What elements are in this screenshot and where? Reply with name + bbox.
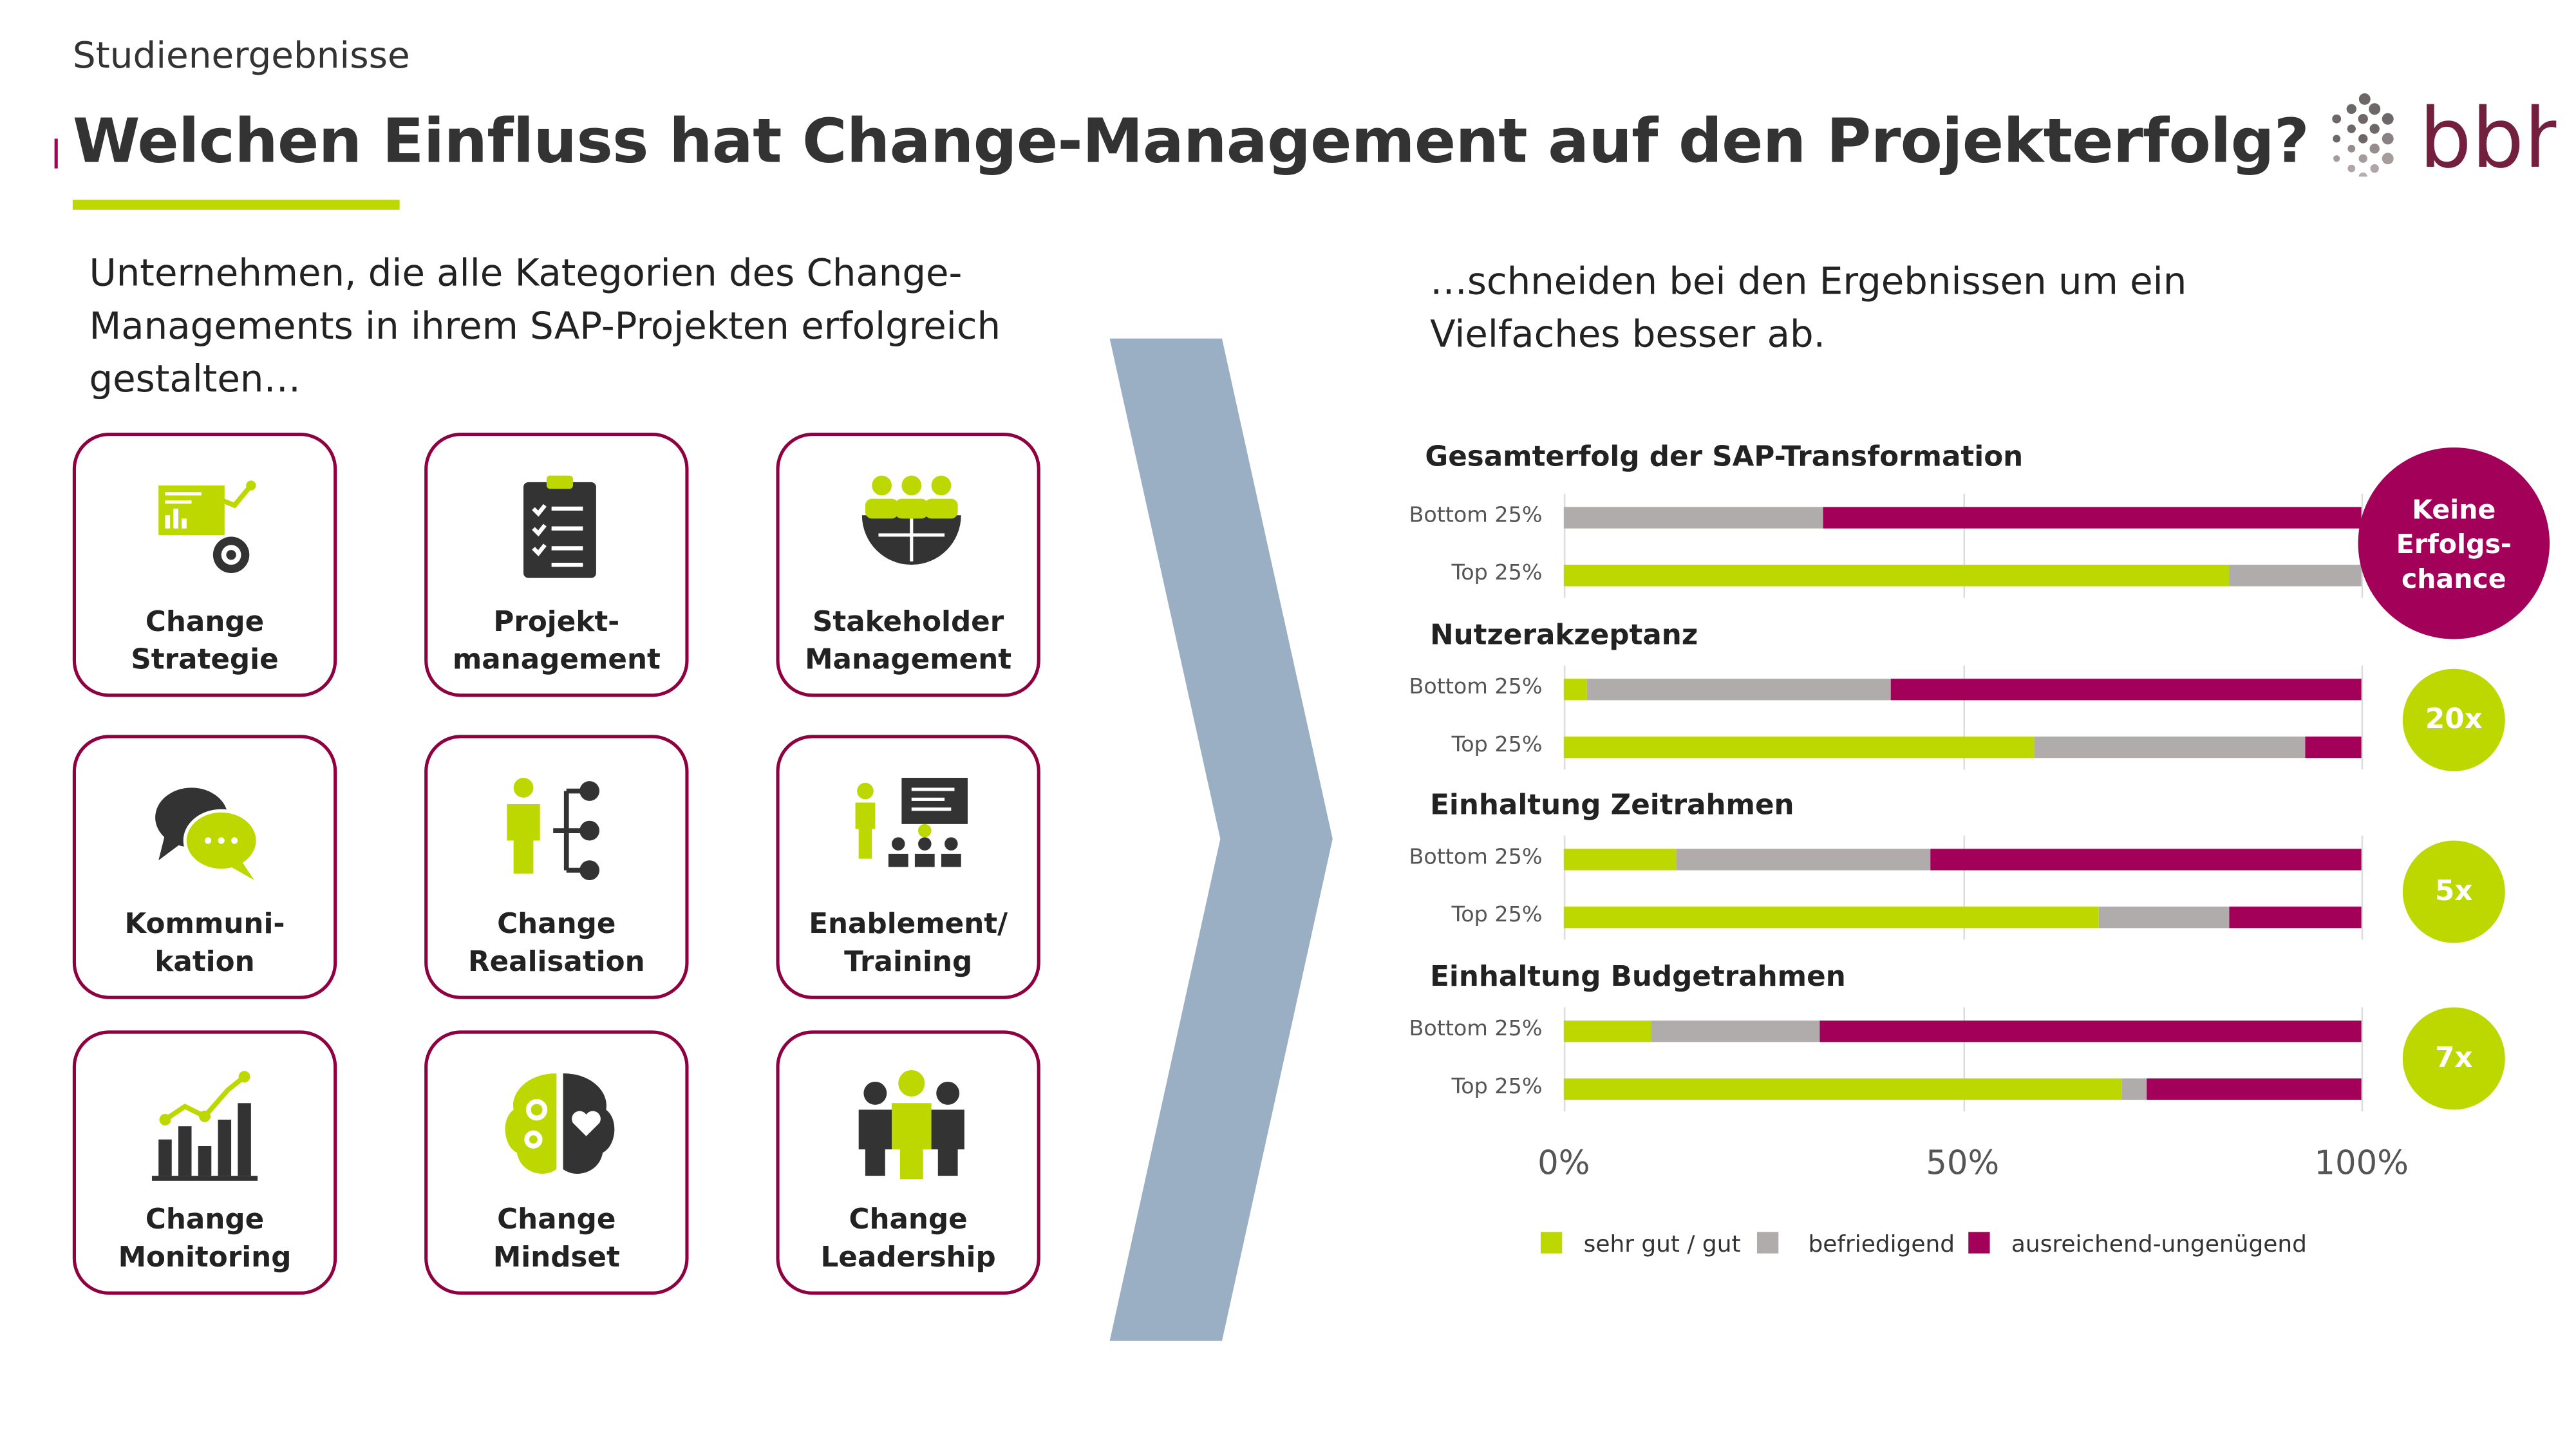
legend-label: befriedigend	[1808, 1232, 1955, 1259]
no-success-badge: Keine Erfolgs-chance	[2358, 447, 2550, 639]
bar-segment-good	[1563, 736, 2035, 758]
bar-segment-satisfactory	[1588, 679, 1891, 701]
right-intro: …schneiden bei den Ergebnissen um ein Vi…	[1430, 261, 2187, 357]
left-intro: Unternehmen, die alle Kategorien des Cha…	[89, 252, 1001, 402]
card-label: Change Mindset	[493, 1203, 620, 1276]
bar-segment-poor	[2146, 1078, 2362, 1100]
category-card: Change Leadership	[776, 1030, 1040, 1295]
title-underline	[72, 200, 400, 210]
group-title: Einhaltung Zeitrahmen	[1430, 789, 1794, 823]
gridline	[1962, 665, 1964, 770]
kicker: Studienergebnisse	[72, 36, 410, 78]
card-label: Change Leadership	[820, 1203, 996, 1276]
legend-swatch	[1540, 1232, 1563, 1254]
factor-badge: 20x	[2402, 668, 2505, 771]
team-leader-icon	[858, 1069, 964, 1180]
card-label: Enablement/ Training	[809, 908, 1008, 979]
bar-segment-satisfactory	[2122, 1078, 2147, 1100]
bar-segment-poor	[1930, 849, 2362, 871]
category-card: Enablement/ Training	[776, 735, 1040, 999]
speech-bubbles-icon	[155, 787, 259, 881]
bar-segment-poor	[2230, 907, 2362, 928]
bar-segment-satisfactory	[1651, 1021, 1819, 1042]
gridline	[2361, 835, 2364, 940]
row-label: Top 25%	[1451, 903, 1543, 928]
gridline	[1563, 1007, 1566, 1112]
gridline	[1962, 1007, 1964, 1112]
x-tick-label: 50%	[1926, 1142, 2000, 1183]
card-label: Change Strategie	[131, 606, 279, 677]
bar-segment-good	[1563, 1078, 2123, 1100]
gridline	[2361, 665, 2364, 770]
category-card: Stakeholder Management	[776, 432, 1040, 697]
bar-segment-poor	[2305, 736, 2362, 758]
bar-segment-good	[1563, 907, 2098, 928]
card-label: Change Monitoring	[118, 1203, 292, 1276]
badge-text: Keine Erfolgs-chance	[2396, 493, 2512, 594]
group-title: Nutzerakzeptanz	[1430, 619, 1698, 653]
page-title: Welchen Einfluss hat Change-Management a…	[72, 106, 2309, 177]
gridline	[1563, 835, 1566, 940]
bar-segment-poor	[1823, 507, 2362, 529]
category-card: Change Monitoring	[72, 1030, 337, 1295]
category-card: Kommuni- kation	[72, 735, 337, 999]
clipboard-checklist-icon	[523, 475, 596, 578]
badge-text: 5x	[2435, 874, 2473, 908]
badge-text: 20x	[2425, 702, 2483, 736]
row-label: Bottom 25%	[1409, 845, 1543, 871]
bar-segment-poor	[1819, 1021, 2362, 1042]
gridline	[1962, 493, 1964, 598]
bar-segment-good	[1563, 1021, 1652, 1042]
person-hierarchy-icon	[507, 778, 600, 881]
strategy-dashboard-icon	[158, 480, 256, 573]
x-tick-label: 100%	[2314, 1142, 2409, 1183]
legend-label: ausreichend-ungenügend	[2011, 1232, 2307, 1259]
row-label: Top 25%	[1451, 733, 1543, 758]
people-globe-icon	[861, 475, 961, 565]
card-label: Kommuni- kation	[124, 908, 285, 979]
bar-segment-poor	[1890, 679, 2362, 701]
title-marker	[54, 138, 58, 169]
svg-text:bbh: bbh	[2419, 91, 2556, 176]
x-tick-label: 0%	[1537, 1142, 1590, 1183]
badge-text: 7x	[2435, 1041, 2473, 1075]
bar-segment-satisfactory	[2098, 907, 2230, 928]
bar-segment-satisfactory	[1675, 849, 1931, 871]
group-title: Gesamterfolg der SAP-Transformation	[1425, 440, 2024, 475]
bar-segment-satisfactory	[2034, 736, 2306, 758]
card-label: Change Realisation	[468, 908, 645, 979]
group-title: Einhaltung Budgetrahmen	[1430, 961, 1846, 995]
category-card: Change Realisation	[424, 735, 689, 999]
factor-badge: 7x	[2402, 1007, 2505, 1110]
legend-swatch	[1756, 1232, 1779, 1254]
row-label: Top 25%	[1451, 561, 1543, 587]
row-label: Bottom 25%	[1409, 1017, 1543, 1042]
presentation-training-icon	[855, 778, 968, 867]
bar-segment-good	[1563, 679, 1588, 701]
row-label: Bottom 25%	[1409, 675, 1543, 701]
card-label: Stakeholder Management	[805, 606, 1012, 677]
row-label: Bottom 25%	[1409, 504, 1543, 529]
legend-swatch	[1968, 1232, 1990, 1254]
bar-segment-satisfactory	[1563, 507, 1823, 529]
gridline	[1563, 665, 1566, 770]
category-card: Change Mindset	[424, 1030, 689, 1295]
category-card: Projekt- management	[424, 432, 689, 697]
factor-badge: 5x	[2402, 840, 2505, 943]
gridline	[1563, 493, 1566, 598]
bar-segment-good	[1563, 849, 1676, 871]
brain-heart-icon	[505, 1073, 615, 1174]
bar-chart-trend-icon	[151, 1071, 258, 1181]
legend-label: sehr gut / gut	[1583, 1232, 1741, 1259]
category-card: Change Strategie	[72, 432, 337, 697]
bar-segment-satisfactory	[2230, 565, 2362, 587]
bar-segment-good	[1563, 565, 2230, 587]
card-label: Projekt- management	[452, 606, 661, 677]
row-label: Top 25%	[1451, 1075, 1543, 1100]
gridline	[1962, 835, 1964, 940]
gridline	[2361, 1007, 2364, 1112]
bbh-logo: bbh	[2332, 91, 2556, 177]
